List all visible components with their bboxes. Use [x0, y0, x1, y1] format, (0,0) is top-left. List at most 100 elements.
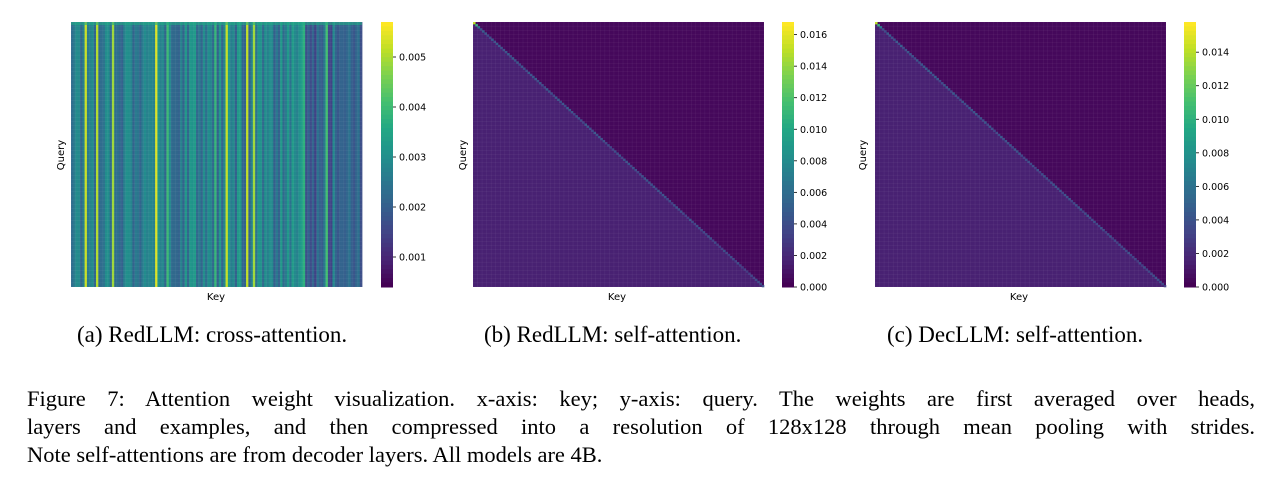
diagonal-cell	[698, 226, 701, 230]
heatmap-column	[189, 22, 192, 287]
colorbar-segment	[381, 242, 393, 248]
heatmap-column	[309, 22, 313, 287]
diagonal-cell	[554, 96, 558, 99]
diagonal-cell	[527, 71, 531, 75]
colorbar-segment	[782, 242, 794, 248]
diagonal-cell	[625, 160, 628, 164]
diagonal-cell	[1027, 160, 1030, 164]
heatmap-column	[125, 22, 129, 287]
colorbar-segment	[782, 79, 794, 85]
diagonal-cell	[493, 40, 497, 43]
diagonal-cell	[520, 65, 524, 68]
colorbar-segment	[1184, 119, 1196, 125]
diagonal-cell	[661, 193, 665, 197]
colorbar-segment	[1184, 238, 1196, 244]
diagonal-cell	[588, 127, 592, 130]
diagonal-cell	[718, 245, 722, 248]
diagonal-cell	[745, 270, 749, 273]
heatmap-column	[209, 22, 213, 287]
colorbar-segment	[381, 88, 393, 94]
colorbar-segment	[1184, 128, 1196, 133]
diagonal-cell	[1084, 212, 1087, 215]
diagonal-cell	[1109, 235, 1112, 238]
diagonal-cell	[1147, 270, 1151, 273]
heatmap-column	[236, 22, 240, 287]
colorbar-segment	[1184, 282, 1196, 288]
colorbar-segment	[381, 61, 393, 67]
colorbar-segment	[782, 251, 794, 257]
diagonal-cell	[1013, 148, 1017, 151]
colorbar-segment	[782, 189, 794, 195]
diagonal-cell	[1159, 280, 1162, 284]
colorbar-segment	[782, 194, 794, 200]
diagonal-cell	[591, 129, 594, 133]
diagonal-cell	[954, 94, 958, 97]
heatmap-column	[82, 22, 86, 287]
heatmap-column	[355, 22, 358, 287]
heatmap-column	[255, 22, 258, 287]
colorbar-tick-label: 0.002	[800, 251, 827, 262]
heatmap-column	[314, 22, 317, 287]
heatmap-column	[105, 22, 108, 287]
colorbar-segment	[782, 220, 794, 226]
heatmap-top-row	[71, 22, 362, 25]
diagonal-cell	[570, 111, 574, 114]
diagonal-cell	[1002, 137, 1005, 141]
diagonal-cell	[593, 131, 597, 135]
colorbar-segment	[1184, 39, 1196, 45]
diagonal-cell	[902, 46, 905, 50]
diagonal-cell	[513, 59, 517, 62]
diagonal-cell	[1090, 218, 1094, 222]
diagonal-cell	[716, 243, 719, 246]
colorbar-segment	[381, 207, 393, 213]
diagonal-cell	[1152, 274, 1155, 277]
diagonal-cell	[911, 55, 914, 58]
colorbar-segment	[1184, 269, 1196, 275]
colorbar-segment	[1184, 176, 1196, 182]
diagonal-cell	[523, 67, 526, 70]
diagonal-cell	[543, 86, 547, 89]
diagonal-cell	[1115, 241, 1119, 244]
colorbar-segment	[782, 260, 794, 266]
diagonal-cell	[1156, 278, 1160, 282]
colorbar-segment	[1184, 207, 1196, 213]
diagonal-cell	[965, 104, 969, 108]
diagonal-cell	[950, 90, 953, 93]
heatmap-column	[250, 22, 254, 287]
heatmap-column	[152, 22, 156, 287]
diagonal-cell	[1102, 229, 1105, 232]
diagonal-cell	[968, 106, 971, 110]
colorbar-tick-label: 0.016	[800, 30, 827, 41]
diagonal-cell	[725, 251, 728, 255]
colorbar-segment	[381, 123, 393, 129]
heatmap-column	[130, 22, 133, 287]
diagonal-cell	[475, 24, 478, 27]
diagonal-cell	[975, 113, 978, 116]
diagonal-cell	[1150, 272, 1153, 275]
heatmap-column	[343, 22, 347, 287]
diagonal-cell	[1000, 135, 1003, 139]
heatmap-c-svg: Key Query 0.000 0.002 0.004 0.006 0.008 0.010…	[858, 21, 1229, 303]
colorbar-segment	[782, 101, 794, 107]
heatmap-column	[202, 22, 206, 287]
heatmap-column	[91, 22, 95, 287]
heatmap-column	[84, 22, 88, 287]
colorbar-segment	[782, 48, 794, 54]
colorbar-segment	[381, 181, 393, 186]
subcaption-c: (c) DecLLM: self-attention.	[887, 322, 1144, 347]
heatmap-column	[109, 22, 113, 287]
heatmap-column	[336, 22, 340, 287]
diagonal-cell	[586, 125, 590, 128]
diagonal-cell	[875, 22, 878, 25]
colorbar-tick-label: 0.004	[399, 103, 426, 114]
colorbar-segment	[1184, 189, 1196, 195]
heatmap-column	[273, 22, 277, 287]
colorbar-segment	[1184, 44, 1196, 49]
colorbar-segment	[381, 260, 393, 266]
diagonal-cell	[566, 106, 569, 110]
colorbar-segment	[782, 44, 794, 49]
colorbar-segment	[381, 229, 393, 235]
diagonal-cell	[700, 229, 703, 232]
colorbar-segment	[1184, 181, 1196, 186]
heatmap-column	[143, 22, 147, 287]
